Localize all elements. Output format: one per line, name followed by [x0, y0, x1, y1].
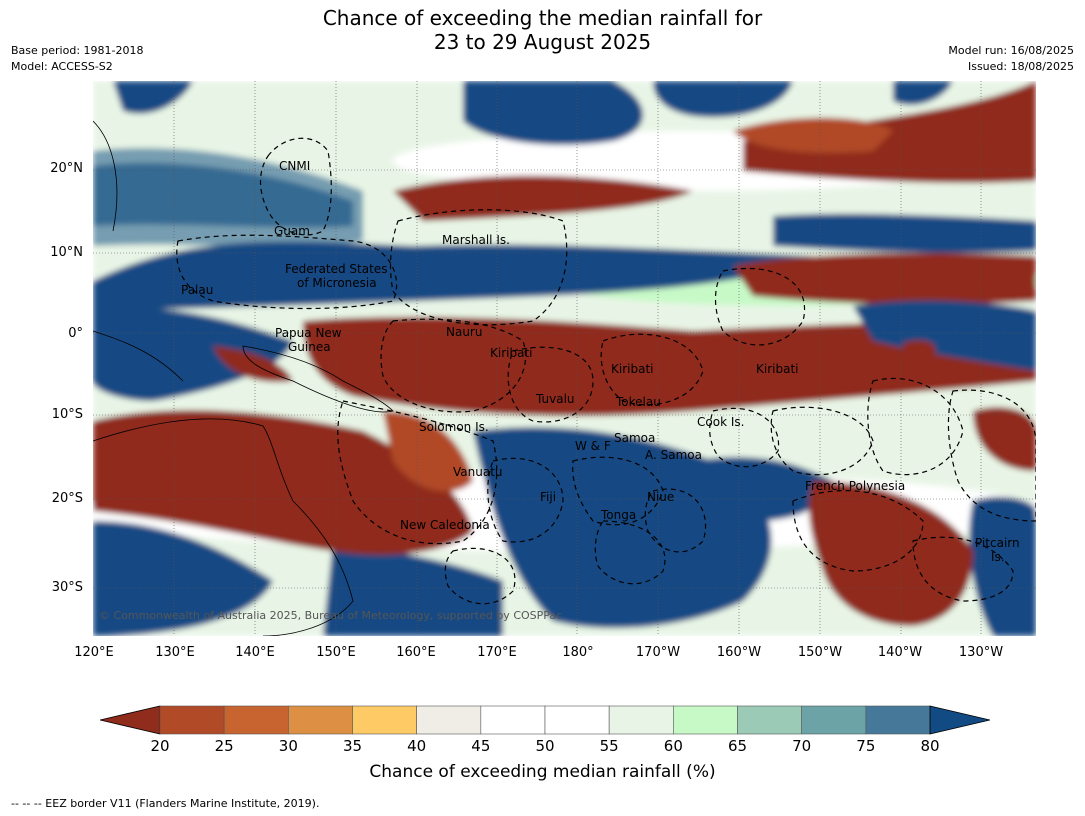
lat-label-10n: 10°N [50, 245, 83, 260]
region-kiribati-east: Kiribati [756, 362, 799, 376]
region-french-polynesia: French Polynesia [805, 479, 906, 493]
lon-label-170w: 170°W [635, 645, 681, 660]
issued-date: Issued: 18/08/2025 [967, 60, 1074, 73]
region-png-line2: Guinea [288, 340, 331, 354]
lon-label-150w: 150°W [797, 645, 843, 660]
region-fiji: Fiji [540, 490, 557, 504]
title-line-1: Chance of exceeding the median rainfall … [322, 6, 763, 30]
colorbar-band-60-65 [673, 705, 738, 735]
colorbar-tick-45: 45 [471, 737, 491, 755]
coastlines [93, 120, 394, 636]
region-pitcairn-line2: Is. [991, 550, 1005, 564]
region-marshall: Marshall Is. [442, 233, 510, 247]
region-new-caledonia: New Caledonia [400, 518, 490, 532]
region-pitcairn-line1: Pitcairn [975, 536, 1020, 550]
lon-label-140w: 140°W [877, 645, 923, 660]
lat-label-0: 0° [68, 326, 83, 341]
lon-label-150e: 150°E [316, 645, 356, 660]
colorbar-low-extension [99, 705, 161, 735]
colorbar-tick-65: 65 [727, 737, 748, 755]
colorbar-tick-35: 35 [342, 737, 363, 755]
colorbar-tick-70: 70 [792, 737, 812, 755]
lon-label-160e: 160°E [396, 645, 436, 660]
region-cnmi: CNMI [279, 159, 311, 173]
colorbar-tick-20: 20 [150, 737, 170, 755]
region-tonga: Tonga [601, 508, 637, 522]
map-canvas [93, 81, 1036, 636]
colorbar-tick-55: 55 [599, 737, 619, 755]
chart-title: Chance of exceeding the median rainfall … [0, 6, 1085, 54]
colorbar-band-65-70 [737, 705, 802, 735]
lon-label-170e: 170°E [477, 645, 517, 660]
region-palau: Palau [181, 283, 214, 297]
region-wallis-futuna: W & F [575, 439, 611, 453]
colorbar-tick-75: 75 [856, 737, 876, 755]
region-vanuatu: Vanuatu [453, 465, 503, 479]
region-solomon: Solomon Is. [419, 420, 489, 434]
region-kiribati-west: Kiribati [490, 346, 533, 360]
region-tokelau: Tokelau [616, 395, 661, 409]
model-run: Model run: 16/08/2025 [948, 44, 1074, 57]
colorbar-tick-60: 60 [663, 737, 683, 755]
colorbar-band-25-30 [223, 705, 289, 735]
region-guam: Guam [274, 224, 310, 238]
colorbar-band-45-50 [480, 705, 546, 735]
lon-label-120e: 120°E [74, 645, 114, 660]
region-niue: Niue [647, 490, 675, 504]
lon-label-130e: 130°E [155, 645, 195, 660]
lat-label-30s: 30°S [51, 580, 83, 595]
colorbar-tick-50: 50 [535, 737, 555, 755]
rainfall-map [93, 81, 1036, 636]
colorbar [99, 700, 991, 740]
colorbar-band-35-40 [352, 705, 417, 735]
lon-label-130w: 130°W [958, 645, 1004, 660]
region-american-samoa: A. Samoa [645, 448, 702, 462]
region-png-line1: Papua New [275, 326, 342, 340]
meta-right: Model run: 16/08/2025 Issued: 18/08/2025 [948, 43, 1074, 75]
colorbar-band-40-45 [416, 705, 482, 735]
lat-label-20n: 20°N [50, 161, 83, 176]
region-cook: Cook Is. [697, 415, 745, 429]
colorbar-band-20-25 [159, 705, 225, 735]
copyright-notice: © Commonwealth of Australia 2025, Bureau… [99, 609, 563, 622]
colorbar-band-75-80 [865, 705, 931, 735]
colorbar-band-55-60 [608, 705, 674, 735]
lon-label-140e: 140°E [235, 645, 275, 660]
region-samoa: Samoa [614, 431, 656, 445]
region-fsm-line1: Federated States [285, 262, 388, 276]
region-kiribati-central: Kiribati [611, 362, 654, 376]
model-name: Model: ACCESS-S2 [11, 60, 113, 73]
probability-field [93, 81, 1036, 636]
lon-label-180: 180° [562, 645, 594, 660]
colorbar-tick-30: 30 [278, 737, 298, 755]
colorbar-high-extension [929, 705, 991, 735]
region-fsm-line2: of Micronesia [297, 276, 377, 290]
lat-label-20s: 20°S [51, 491, 83, 506]
colorbar-band-30-35 [288, 705, 353, 735]
colorbar-tick-25: 25 [214, 737, 234, 755]
colorbar-label: Chance of exceeding median rainfall (%) [369, 762, 716, 782]
colorbar-tick-80: 80 [920, 737, 940, 755]
region-nauru: Nauru [446, 325, 483, 339]
colorbar-band-50-55 [544, 705, 610, 735]
region-tuvalu: Tuvalu [536, 392, 575, 406]
eez-footnote: -- -- -- EEZ border V11 (Flanders Marine… [11, 797, 320, 810]
colorbar-svg [99, 705, 991, 735]
title-line-2: 23 to 29 August 2025 [433, 30, 652, 54]
colorbar-tick-40: 40 [407, 737, 427, 755]
lat-label-10s: 10°S [51, 407, 83, 422]
meta-left: Base period: 1981-2018 Model: ACCESS-S2 [11, 43, 143, 75]
colorbar-band-70-75 [801, 705, 867, 735]
lon-label-160w: 160°W [716, 645, 762, 660]
eez-borders [176, 137, 1036, 605]
base-period: Base period: 1981-2018 [11, 44, 144, 57]
